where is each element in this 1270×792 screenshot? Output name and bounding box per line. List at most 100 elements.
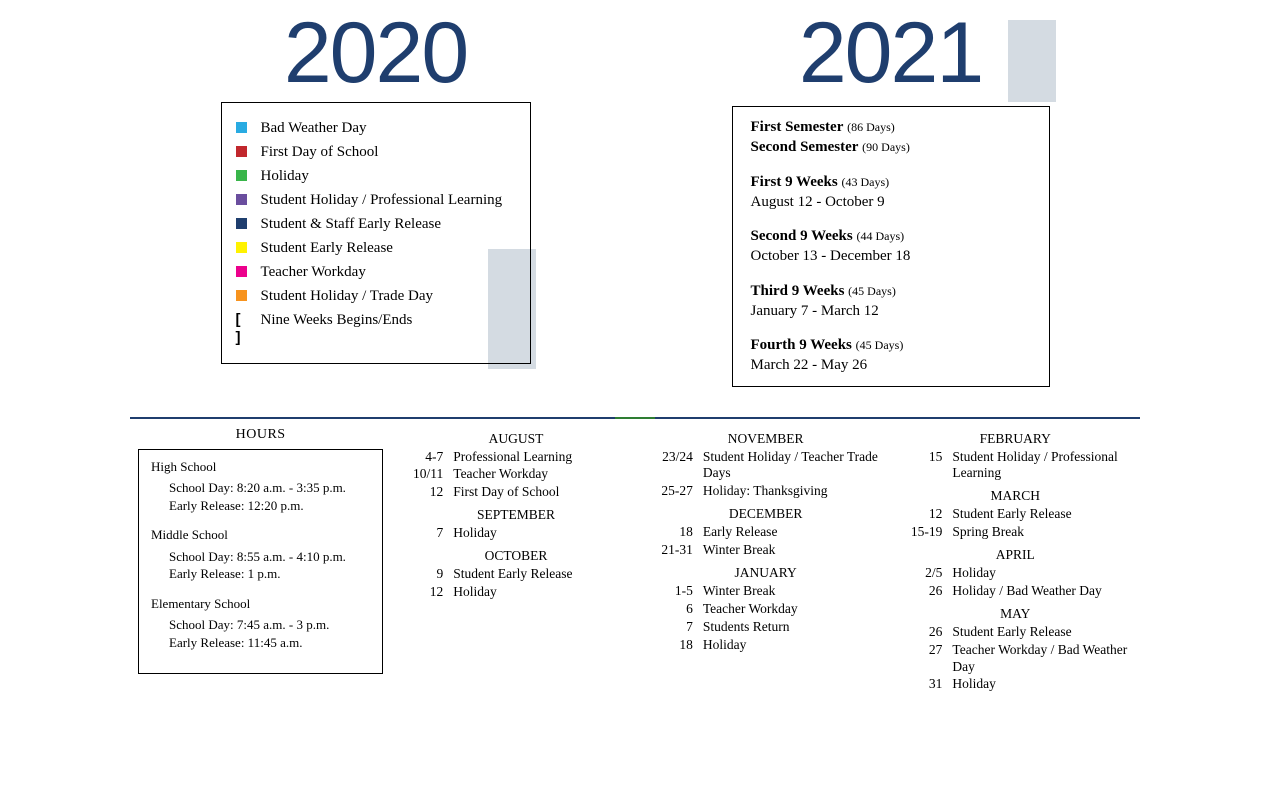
legend-swatch-icon [236, 290, 247, 301]
hours-school-name: Elementary School [151, 595, 370, 613]
legend-row: Bad Weather Day [236, 119, 516, 137]
legend-label: Student Early Release [261, 239, 393, 257]
event-date: 9 [399, 566, 453, 583]
week-group: Third 9 Weeks (45 Days)January 7 - March… [751, 281, 1031, 322]
bracket-symbol: [ ] [236, 311, 256, 347]
event-text: Winter Break [703, 583, 883, 600]
event-date: 2/5 [898, 565, 952, 582]
event-text: Professional Learning [453, 449, 633, 466]
hours-school-name: High School [151, 458, 370, 476]
months-column-2: NOVEMBER23/24Student Holiday / Teacher T… [641, 425, 891, 695]
event-date: 12 [399, 484, 453, 501]
week-group: Second 9 Weeks (44 Days)October 13 - Dec… [751, 226, 1031, 267]
event-text: Holiday [453, 584, 633, 601]
event-text: First Day of School [453, 484, 633, 501]
info-box: First Semester (86 Days)Second Semester … [732, 106, 1050, 387]
event-text: Holiday / Bad Weather Day [952, 583, 1132, 600]
legend-swatch-icon [236, 122, 247, 133]
event-row: 27Teacher Workday / Bad Weather Day [898, 642, 1132, 676]
event-row: 31Holiday [898, 676, 1132, 693]
hours-school-day: School Day: 8:20 a.m. - 3:35 p.m. [169, 479, 370, 497]
event-row: 12Holiday [399, 584, 633, 601]
week-title-line: Third 9 Weeks (45 Days) [751, 281, 1031, 301]
event-text: Student Holiday / Teacher Trade Days [703, 449, 883, 483]
hours-school: Elementary SchoolSchool Day: 7:45 a.m. -… [151, 595, 370, 652]
month-title: NOVEMBER [649, 431, 883, 447]
legend-row: Teacher Workday [236, 263, 516, 281]
event-row: 1-5Winter Break [649, 583, 883, 600]
event-date: 31 [898, 676, 952, 693]
month-title: DECEMBER [649, 506, 883, 522]
event-date: 12 [898, 506, 952, 523]
event-date: 15 [898, 449, 952, 483]
hours-school-day: School Day: 8:55 a.m. - 4:10 p.m. [169, 548, 370, 566]
legend-label: Bad Weather Day [261, 119, 367, 137]
top-section: 2020 Bad Weather DayFirst Day of SchoolH… [0, 0, 1270, 407]
hours-school-early: Early Release: 12:20 p.m. [169, 497, 370, 515]
month-title: OCTOBER [399, 548, 633, 564]
event-text: Spring Break [952, 524, 1132, 541]
hours-title: HOURS [138, 427, 383, 443]
event-row: 2/5Holiday [898, 565, 1132, 582]
hours-school-name: Middle School [151, 526, 370, 544]
event-row: 6Teacher Workday [649, 601, 883, 618]
event-row: 26Student Early Release [898, 624, 1132, 641]
legend-label: Teacher Workday [261, 263, 366, 281]
week-title-line: Second 9 Weeks (44 Days) [751, 226, 1031, 246]
event-date: 7 [649, 619, 703, 636]
event-date: 27 [898, 642, 952, 676]
legend-row: Student Holiday / Trade Day [236, 287, 516, 305]
legend-swatch-icon [236, 242, 247, 253]
hours-box: High School School Day: 8:20 a.m. - 3:35 … [138, 449, 383, 675]
bottom-section: HOURS High School School Day: 8:20 a.m. -… [0, 425, 1270, 715]
event-text: Student Holiday / Professional Learning [952, 449, 1132, 483]
hours-school: Middle School School Day: 8:55 a.m. - 4:1… [151, 526, 370, 583]
event-row: 12First Day of School [399, 484, 633, 501]
legend-label: Student & Staff Early Release [261, 215, 442, 233]
week-range: August 12 - October 9 [751, 192, 1031, 212]
column-2021: 2021 First Semester (86 Days)Second Seme… [732, 10, 1050, 387]
event-row: 12Student Early Release [898, 506, 1132, 523]
event-text: Teacher Workday [703, 601, 883, 618]
semester-line: First Semester (86 Days) [751, 117, 1031, 137]
legend-row: First Day of School [236, 143, 516, 161]
event-row: 9Student Early Release [399, 566, 633, 583]
legend-row: Student Holiday / Professional Learning [236, 191, 516, 209]
event-text: Holiday [952, 565, 1132, 582]
event-text: Winter Break [703, 542, 883, 559]
event-row: 25-27Holiday: Thanksgiving [649, 483, 883, 500]
event-date: 26 [898, 583, 952, 600]
year-shadow-icon [1008, 20, 1056, 102]
event-date: 7 [399, 525, 453, 542]
column-2020: 2020 Bad Weather DayFirst Day of SchoolH… [221, 10, 531, 387]
event-text: Holiday: Thanksgiving [703, 483, 883, 500]
divider-accent [615, 417, 655, 419]
event-row: 15Student Holiday / Professional Learnin… [898, 449, 1132, 483]
event-row: 26Holiday / Bad Weather Day [898, 583, 1132, 600]
event-row: 4-7Professional Learning [399, 449, 633, 466]
week-range: January 7 - March 12 [751, 301, 1031, 321]
legend-row: Student Early Release [236, 239, 516, 257]
event-date: 25-27 [649, 483, 703, 500]
legend-swatch-icon [236, 218, 247, 229]
month-title: MARCH [898, 488, 1132, 504]
month-title: SEPTEMBER [399, 507, 633, 523]
event-row: 7Students Return [649, 619, 883, 636]
hours-school-early: Early Release: 1 p.m. [169, 565, 370, 583]
event-text: Holiday [703, 637, 883, 654]
legend-label: First Day of School [261, 143, 379, 161]
legend-swatch-icon [236, 266, 247, 277]
week-title-line: Fourth 9 Weeks (45 Days) [751, 335, 1031, 355]
year-right-text: 2021 [799, 5, 982, 101]
year-left-text: 2020 [284, 5, 467, 101]
months-column-3: FEBRUARY15Student Holiday / Professional… [890, 425, 1140, 695]
year-right: 2021 [732, 10, 1050, 96]
week-range: March 22 - May 26 [751, 355, 1031, 375]
legend-bracket-label: Nine Weeks Begins/Ends [261, 311, 413, 329]
week-group: First 9 Weeks (43 Days)August 12 - Octob… [751, 172, 1031, 213]
event-text: Early Release [703, 524, 883, 541]
legend-label: Student Holiday / Trade Day [261, 287, 434, 305]
legend-swatch-icon [236, 146, 247, 157]
event-date: 18 [649, 637, 703, 654]
hours-column: HOURS High School School Day: 8:20 a.m. -… [130, 425, 391, 695]
